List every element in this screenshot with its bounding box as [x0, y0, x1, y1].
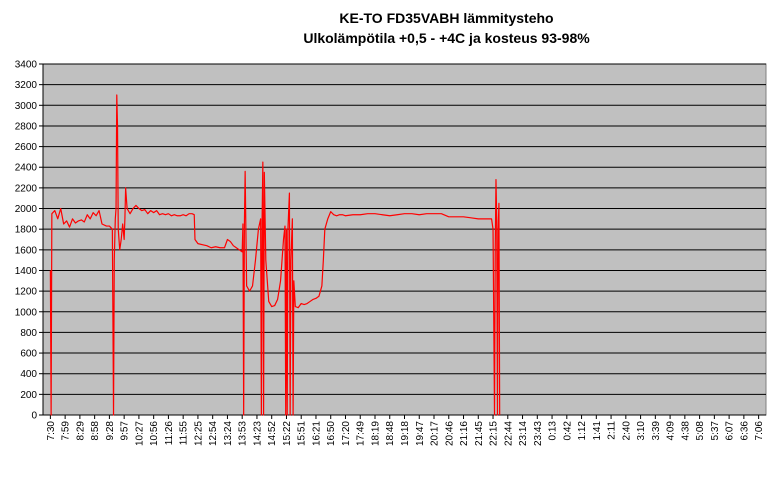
x-tick-label: 4:38: [680, 421, 691, 441]
x-tick-label: 20:46: [444, 421, 455, 446]
y-tick-label: 800: [20, 328, 37, 339]
x-tick-label: 3:39: [651, 421, 662, 441]
x-tick-label: 2:11: [607, 421, 618, 440]
x-tick-label: 20:17: [430, 421, 441, 446]
x-tick-label: 12:54: [208, 421, 219, 446]
y-tick-label: 3200: [15, 80, 38, 91]
x-tick-label: 15:22: [282, 421, 293, 446]
x-tick-label: 6:07: [725, 421, 736, 441]
y-tick-label: 2200: [15, 183, 38, 194]
x-tick-label: 23:14: [518, 421, 529, 446]
x-tick-label: 18:48: [385, 421, 396, 446]
y-tick-label: 2400: [15, 163, 38, 174]
x-tick-label: 1:41: [592, 421, 603, 441]
chart-subtitle: Ulkolämpötila +0,5 - +4C ja kosteus 93-9…: [303, 30, 590, 46]
x-tick-label: 23:43: [533, 421, 544, 446]
series-line: [49, 94, 501, 416]
x-tick-label: 10:56: [149, 421, 160, 446]
x-tick-label: 22:44: [503, 421, 514, 446]
x-tick-label: 2:40: [621, 421, 632, 441]
x-tick-label: 5:08: [695, 421, 706, 441]
x-tick-label: 12:25: [193, 421, 204, 446]
x-tick-label: 9:28: [105, 421, 116, 441]
x-tick-label: 13:53: [238, 421, 249, 446]
y-tick-label: 2000: [15, 204, 38, 215]
x-tick-label: 8:58: [90, 421, 101, 441]
x-tick-label: 14:23: [252, 421, 263, 446]
x-tick-label: 13:24: [223, 421, 234, 446]
x-tick-label: 1:12: [577, 421, 588, 441]
x-tick-label: 16:50: [326, 421, 337, 446]
x-tick-label: 19:18: [400, 421, 411, 446]
y-tick-label: 2800: [15, 121, 38, 132]
y-tick-label: 400: [20, 369, 37, 380]
x-tick-label: 0:13: [548, 421, 559, 441]
x-tick-label: 0:42: [562, 421, 573, 441]
x-tick-label: 14:52: [267, 421, 278, 446]
y-tick-label: 1400: [15, 266, 38, 277]
x-tick-label: 11:55: [179, 421, 190, 446]
x-tick-label: 21:16: [459, 421, 470, 446]
x-tick-label: 3:10: [636, 421, 647, 441]
y-tick-label: 0: [31, 411, 37, 422]
x-tick-label: 21:45: [474, 421, 485, 446]
y-tick-label: 2600: [15, 142, 38, 153]
x-tick-label: 11:26: [164, 421, 175, 446]
y-tick-label: 200: [20, 390, 37, 401]
y-tick-label: 1800: [15, 225, 38, 236]
x-tick-label: 7:30: [46, 421, 57, 441]
x-tick-label: 4:09: [666, 421, 677, 441]
x-tick-label: 15:51: [297, 421, 308, 446]
plot-area: [42, 63, 767, 416]
x-tick-label: 18:19: [370, 421, 381, 446]
x-tick-label: 8:29: [75, 421, 86, 441]
x-tick-label: 7:59: [61, 421, 72, 441]
x-tick-label: 5:37: [710, 421, 721, 441]
x-tick-label: 10:27: [134, 421, 145, 446]
x-tick-label: 19:47: [415, 421, 426, 446]
x-tick-label: 6:36: [739, 421, 750, 441]
x-tick-label: 9:57: [120, 421, 131, 441]
y-tick-label: 1200: [15, 287, 38, 298]
x-tick-label: 17:49: [356, 421, 367, 446]
y-tick-label: 1000: [15, 307, 38, 318]
chart-title: KE-TO FD35VABH lämmitysteho: [339, 10, 554, 26]
y-tick-label: 3400: [15, 60, 38, 71]
y-tick-label: 3000: [15, 101, 38, 112]
y-tick-label: 600: [20, 349, 37, 360]
x-tick-label: 22:15: [489, 421, 500, 446]
x-tick-label: 17:20: [341, 421, 352, 446]
y-tick-label: 1600: [15, 245, 38, 256]
x-tick-label: 7:06: [754, 421, 765, 441]
x-tick-label: 16:21: [311, 421, 322, 446]
